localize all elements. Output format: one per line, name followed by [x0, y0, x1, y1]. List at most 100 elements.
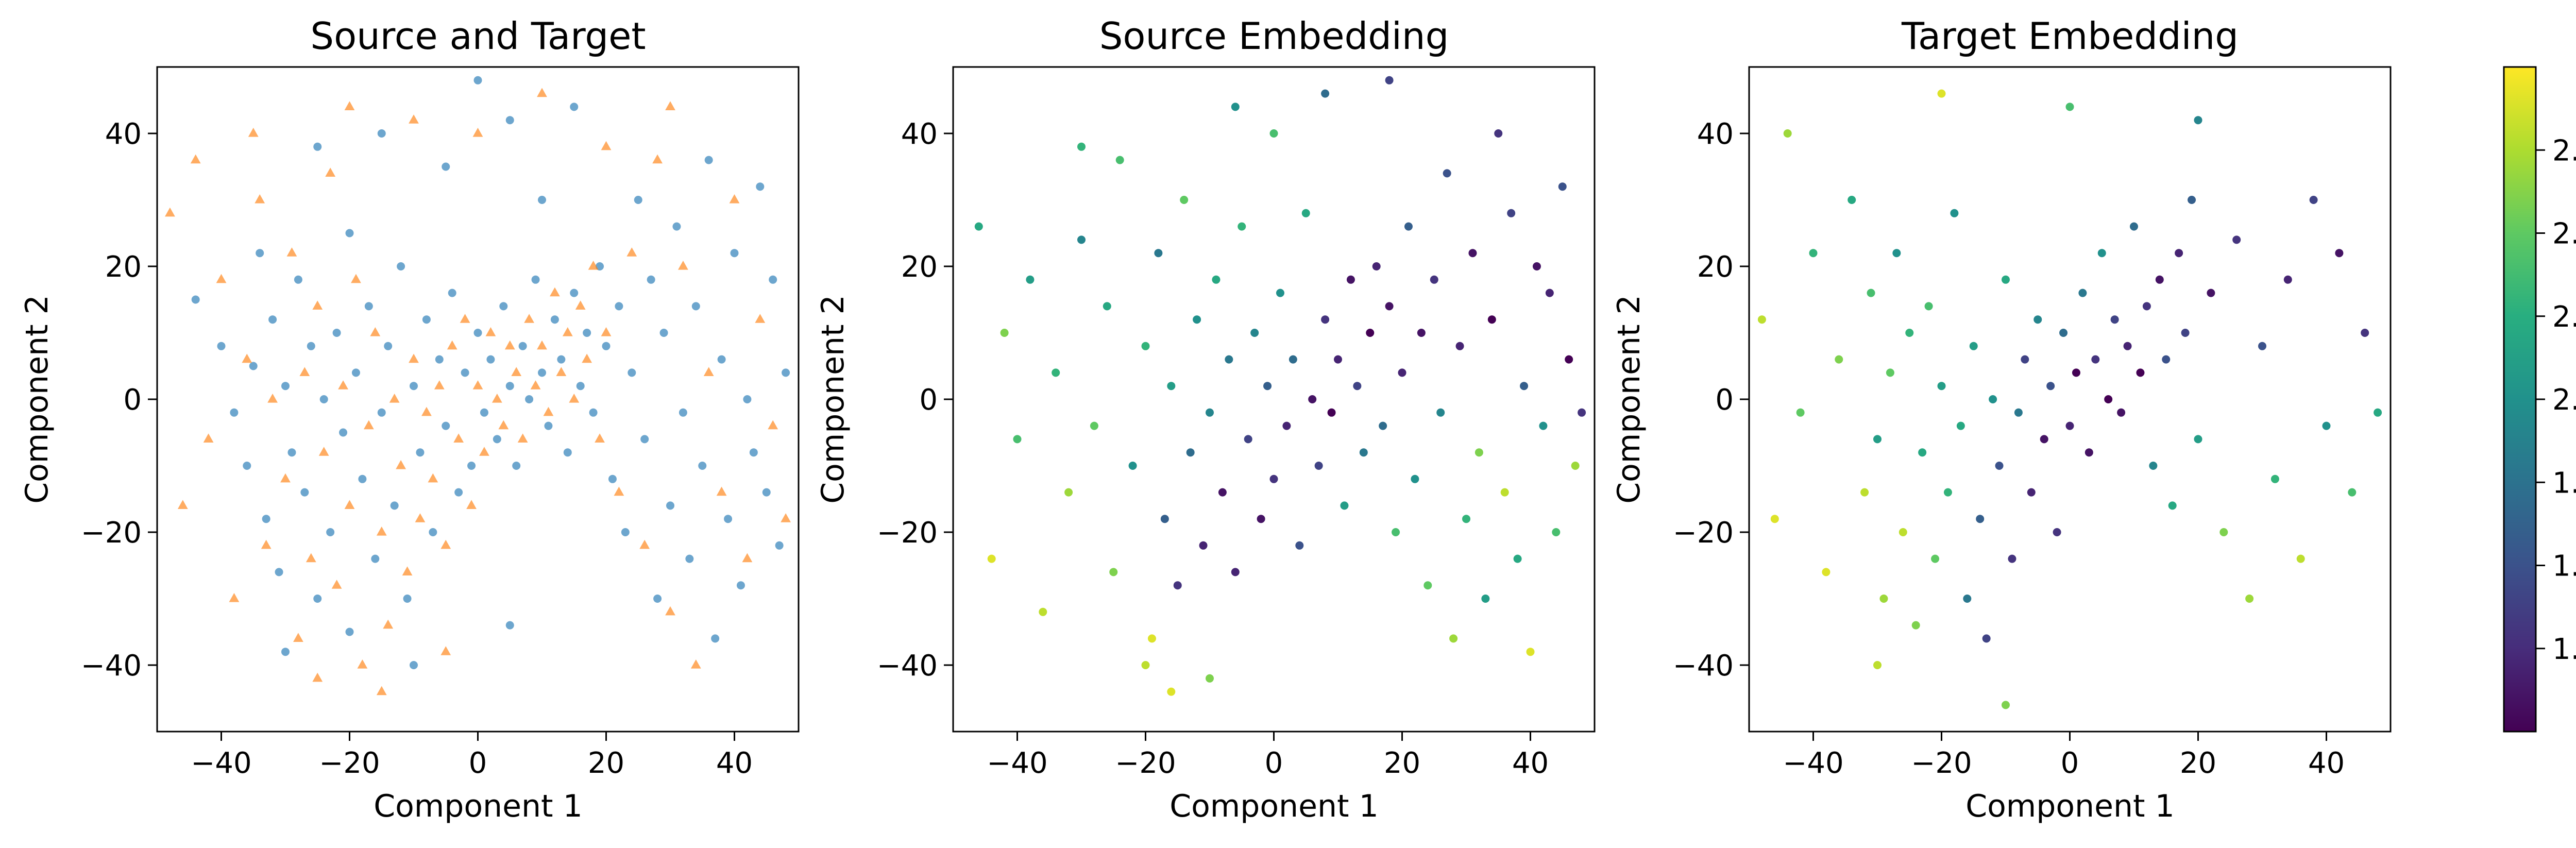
circle-point	[403, 595, 412, 603]
data-point	[974, 222, 983, 231]
data-point	[2097, 249, 2106, 258]
panel-title: Target Embedding	[1901, 14, 2239, 58]
data-point	[2110, 315, 2119, 324]
triangle-point	[248, 128, 259, 137]
panel-source-and-target: Source and Target −40 −20 0 20 40 −40 −20 0 20 4…	[19, 14, 800, 824]
triangle-point	[293, 633, 303, 642]
data-point	[1263, 382, 1272, 391]
data-point	[1334, 355, 1342, 364]
circle-point	[691, 302, 700, 311]
triangle-point	[402, 566, 413, 575]
data-point	[2027, 488, 2036, 497]
triangle-point	[479, 447, 489, 456]
data-point	[1417, 329, 1426, 337]
data-point	[1809, 249, 1818, 258]
circle-point	[512, 462, 521, 470]
data-point	[1077, 142, 1086, 151]
triangle-point	[665, 606, 675, 616]
triangle-point	[485, 327, 496, 336]
triangle-point	[177, 500, 188, 509]
circle-point	[262, 515, 270, 523]
data-point	[2142, 302, 2151, 311]
data-point	[1404, 222, 1413, 231]
circle-point	[762, 488, 771, 497]
data-point	[1141, 661, 1150, 669]
data-point	[1147, 634, 1156, 643]
x-axis-label: Component 1	[374, 788, 583, 824]
triangle-point	[569, 394, 580, 403]
triangle-point	[409, 353, 419, 363]
data-point	[1950, 209, 1959, 217]
circle-point	[384, 342, 393, 350]
y-tick-labels: −40 −20 0 20 40	[877, 117, 953, 683]
data-point	[2002, 701, 2010, 709]
triangle-point	[338, 380, 348, 389]
data-point	[2091, 355, 2100, 364]
triangle-point	[690, 659, 701, 669]
circle-point	[230, 408, 239, 417]
data-point	[1822, 568, 1831, 576]
colorbar-tick-label: 1.25	[2552, 633, 2576, 666]
triangle-point	[376, 686, 387, 696]
circle-point	[364, 302, 373, 311]
circle-point	[505, 621, 514, 630]
circle-point	[538, 196, 546, 204]
circle-point	[704, 156, 713, 164]
y-tick-label: −20	[81, 516, 142, 550]
panel-title: Source Embedding	[1099, 14, 1449, 58]
triangle-point	[363, 420, 374, 430]
circle-point	[570, 289, 579, 297]
circle-point	[281, 382, 290, 391]
data-point	[1052, 368, 1060, 377]
circle-point	[351, 368, 360, 377]
data-point	[2162, 355, 2171, 364]
data-point	[2194, 116, 2202, 125]
data-point	[1269, 129, 1278, 138]
triangle-point	[286, 247, 297, 257]
data-point	[1989, 395, 1997, 403]
data-point	[2117, 408, 2126, 417]
panel-title: Source and Target	[310, 14, 646, 58]
data-point	[1835, 355, 1843, 364]
data-point	[2155, 275, 2164, 284]
data-point	[1276, 289, 1284, 297]
y-tick-label: 40	[901, 117, 938, 151]
triangle-point	[498, 420, 509, 430]
plot-area	[156, 66, 800, 733]
circle-point	[326, 528, 335, 536]
points	[1757, 89, 2382, 709]
data-point	[1578, 408, 1586, 417]
triangle-point	[447, 340, 457, 350]
data-point	[1943, 488, 1952, 497]
data-point	[1905, 329, 1914, 337]
circle-point	[422, 315, 431, 324]
circle-point	[300, 488, 309, 497]
circle-point	[313, 142, 322, 151]
triangle-point	[511, 367, 522, 376]
data-point	[987, 554, 996, 563]
triangle-point	[415, 513, 426, 522]
data-point	[1301, 209, 1310, 217]
triangle-point	[601, 141, 612, 150]
triangle-point	[203, 433, 214, 443]
data-point	[1314, 462, 1323, 470]
x-tick-label: −20	[319, 747, 380, 780]
plot-frame	[156, 66, 800, 733]
y-axis-label: Component 2	[1611, 295, 1647, 504]
data-point	[1892, 249, 1901, 258]
data-point	[2194, 435, 2202, 444]
data-point	[1346, 275, 1355, 284]
circle-point	[390, 501, 399, 510]
data-point	[2296, 554, 2305, 563]
triangle-point	[312, 672, 323, 682]
data-point	[1218, 488, 1227, 497]
data-point	[1520, 382, 1529, 391]
data-point	[1924, 302, 1933, 311]
circle-point	[666, 501, 674, 510]
x-tick-labels: −40 −20 0 20 40	[191, 732, 753, 780]
x-tick-label: −40	[987, 747, 1047, 780]
data-point	[1257, 515, 1265, 523]
y-tick-label: 0	[1715, 383, 1734, 417]
triangle-point	[639, 539, 650, 549]
circle-point	[454, 488, 463, 497]
